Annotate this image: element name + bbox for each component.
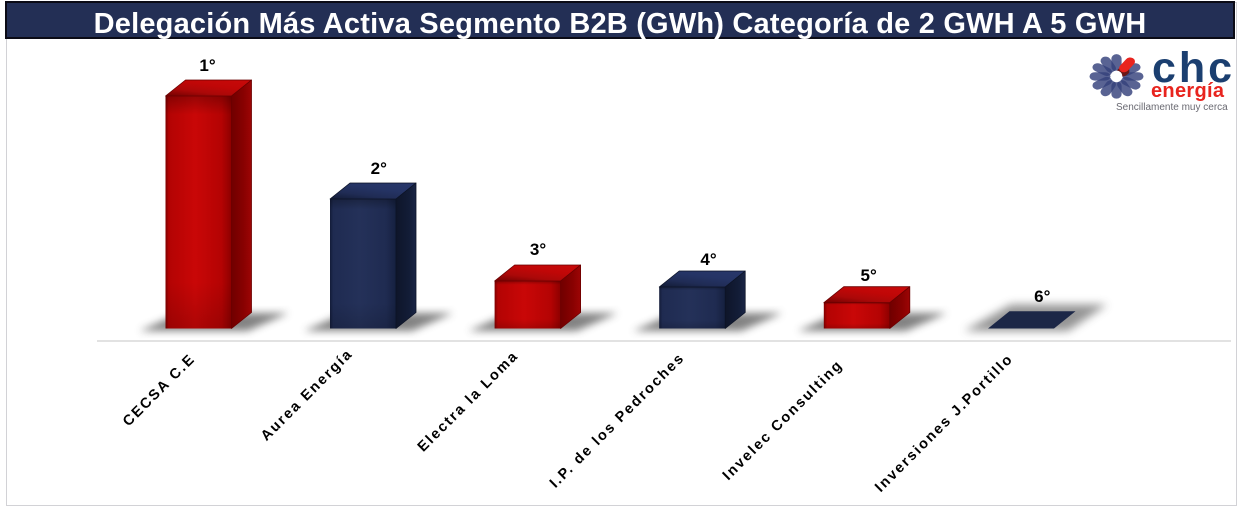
svg-text:energía: energía [1151,80,1225,102]
svg-text:chc: chc [1152,48,1235,92]
svg-text:Sencillamente muy cerca: Sencillamente muy cerca [1116,102,1228,113]
